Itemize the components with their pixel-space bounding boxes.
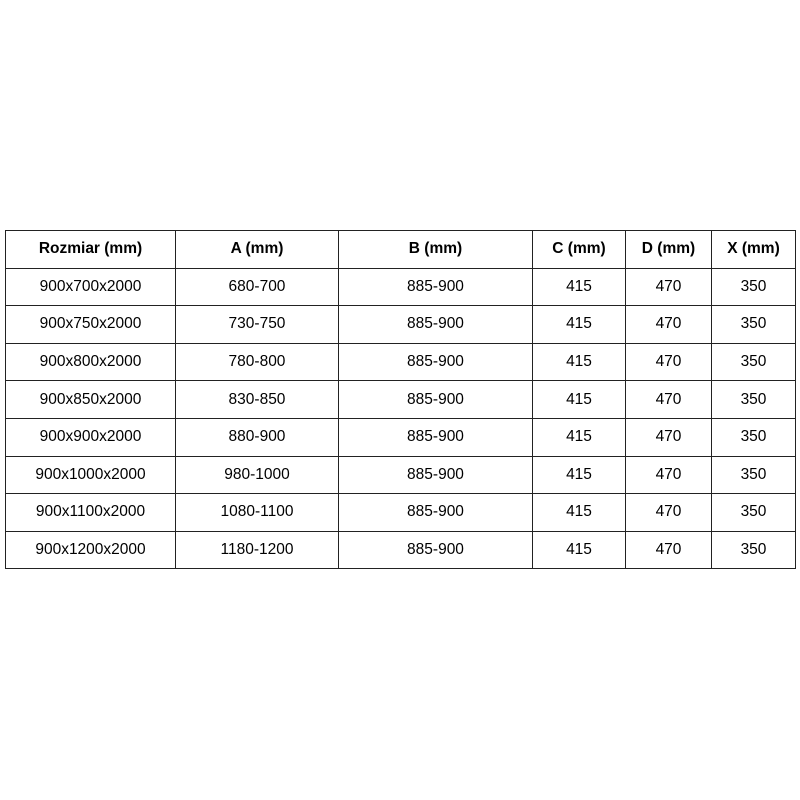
table-cell: 900x900x2000	[5, 417, 176, 457]
table-cell: 880-900	[175, 417, 339, 457]
table-cell: 900x750x2000	[5, 305, 176, 344]
table-row: 900x800x2000 780-800 885-900 415 470 350	[5, 342, 796, 382]
column-header: A (mm)	[175, 230, 339, 269]
table-cell: 680-700	[175, 267, 339, 307]
table-cell: 350	[711, 380, 796, 419]
table-cell: 415	[532, 305, 626, 344]
table-cell: 885-900	[338, 530, 533, 570]
table-cell: 900x1200x2000	[5, 530, 176, 570]
table-cell: 415	[532, 380, 626, 419]
column-header: B (mm)	[338, 230, 533, 269]
table-cell: 780-800	[175, 342, 339, 382]
column-header: D (mm)	[625, 230, 712, 269]
table-cell: 470	[625, 455, 712, 495]
table-cell: 350	[711, 417, 796, 457]
table-cell: 885-900	[338, 417, 533, 457]
column-header: C (mm)	[532, 230, 626, 269]
table-cell: 350	[711, 305, 796, 344]
table-row: 900x1000x2000 980-1000 885-900 415 470 350	[5, 455, 796, 495]
table-row: 900x700x2000 680-700 885-900 415 470 350	[5, 267, 796, 307]
table-cell: 470	[625, 267, 712, 307]
table-cell: 885-900	[338, 342, 533, 382]
table-cell: 415	[532, 267, 626, 307]
column-header: Rozmiar (mm)	[5, 230, 176, 269]
table-cell: 350	[711, 493, 796, 532]
table-cell: 350	[711, 342, 796, 382]
table-cell: 900x700x2000	[5, 267, 176, 307]
table-cell: 470	[625, 493, 712, 532]
table-row: 900x1100x2000 1080-1100 885-900 415 470 350	[5, 493, 796, 532]
table-cell: 900x1000x2000	[5, 455, 176, 495]
dimensions-table: Rozmiar (mm) A (mm) B (mm) C (mm) D (mm) X (m…	[5, 230, 796, 570]
table-cell: 885-900	[338, 455, 533, 495]
table-row: 900x850x2000 830-850 885-900 415 470 350	[5, 380, 796, 419]
table-cell: 885-900	[338, 305, 533, 344]
table-cell: 885-900	[338, 380, 533, 419]
table-cell: 415	[532, 417, 626, 457]
table-cell: 830-850	[175, 380, 339, 419]
table-cell: 1080-1100	[175, 493, 339, 532]
table-cell: 415	[532, 530, 626, 570]
table-cell: 885-900	[338, 267, 533, 307]
table-cell: 470	[625, 380, 712, 419]
header-row: Rozmiar (mm) A (mm) B (mm) C (mm) D (mm) X (m…	[5, 230, 796, 269]
table-cell: 980-1000	[175, 455, 339, 495]
table-cell: 900x850x2000	[5, 380, 176, 419]
table-cell: 470	[625, 530, 712, 570]
table-cell: 415	[532, 342, 626, 382]
table-cell: 885-900	[338, 493, 533, 532]
table-cell: 470	[625, 305, 712, 344]
table-cell: 1180-1200	[175, 530, 339, 570]
table-cell: 900x1100x2000	[5, 493, 176, 532]
table-row: 900x1200x2000 1180-1200 885-900 415 470 350	[5, 530, 796, 570]
table-cell: 350	[711, 530, 796, 570]
table-row: 900x750x2000 730-750 885-900 415 470 350	[5, 305, 796, 344]
table-cell: 415	[532, 493, 626, 532]
table-cell: 415	[532, 455, 626, 495]
table-cell: 900x800x2000	[5, 342, 176, 382]
table-row: 900x900x2000 880-900 885-900 415 470 350	[5, 417, 796, 457]
table-cell: 470	[625, 417, 712, 457]
table-cell: 730-750	[175, 305, 339, 344]
table-cell: 470	[625, 342, 712, 382]
table-cell: 350	[711, 267, 796, 307]
column-header: X (mm)	[711, 230, 796, 269]
table-cell: 350	[711, 455, 796, 495]
